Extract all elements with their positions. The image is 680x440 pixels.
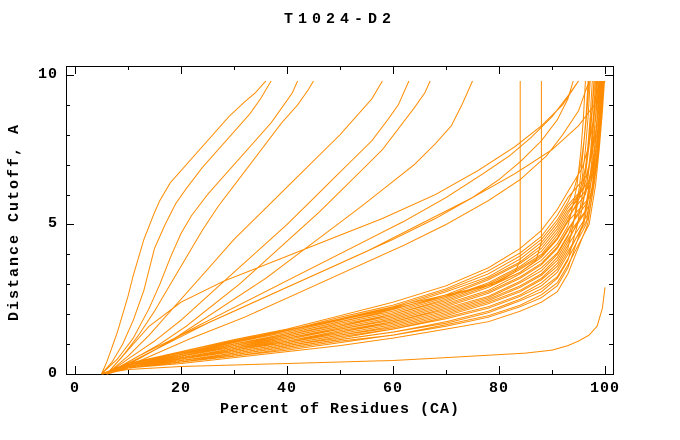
model-curve [101,80,602,375]
x-tick-label: 20 [171,380,192,397]
model-curve [106,80,606,375]
x-tick-label: 40 [277,380,298,397]
y-tick-label: 10 [37,65,58,83]
model-curve [101,80,602,375]
y-tick-label: 0 [47,365,58,382]
model-curve [106,80,473,375]
model-curve [106,80,383,375]
model-curve [106,80,589,375]
model-curve [106,80,590,375]
model-curve [106,80,591,375]
model-curve [101,80,605,375]
model-curve [101,80,601,375]
model-curve [106,81,542,375]
x-tick-label: 0 [69,380,80,397]
x-tick-label: 80 [489,380,510,397]
model-curve [106,80,579,375]
model-curve [101,80,299,375]
model-curve [106,80,410,375]
model-curve [106,80,314,375]
x-tick-label: 60 [383,380,404,397]
model-curve [106,80,574,375]
x-tick-label: 100 [590,380,621,397]
model-curve [106,80,431,375]
model-curve [106,80,598,375]
y-tick-label: 5 [47,215,58,233]
chart-title: T1024-D2 [283,11,396,28]
model-curve [101,80,272,375]
model-curve [101,80,267,375]
model-curve [101,287,606,375]
model-curve [106,80,579,375]
model-curve [101,80,605,375]
plot-frame [66,66,614,375]
model-curve [106,80,590,375]
model-curve [101,80,602,375]
x-axis-label: Percent of Residues (CA) [219,401,461,418]
